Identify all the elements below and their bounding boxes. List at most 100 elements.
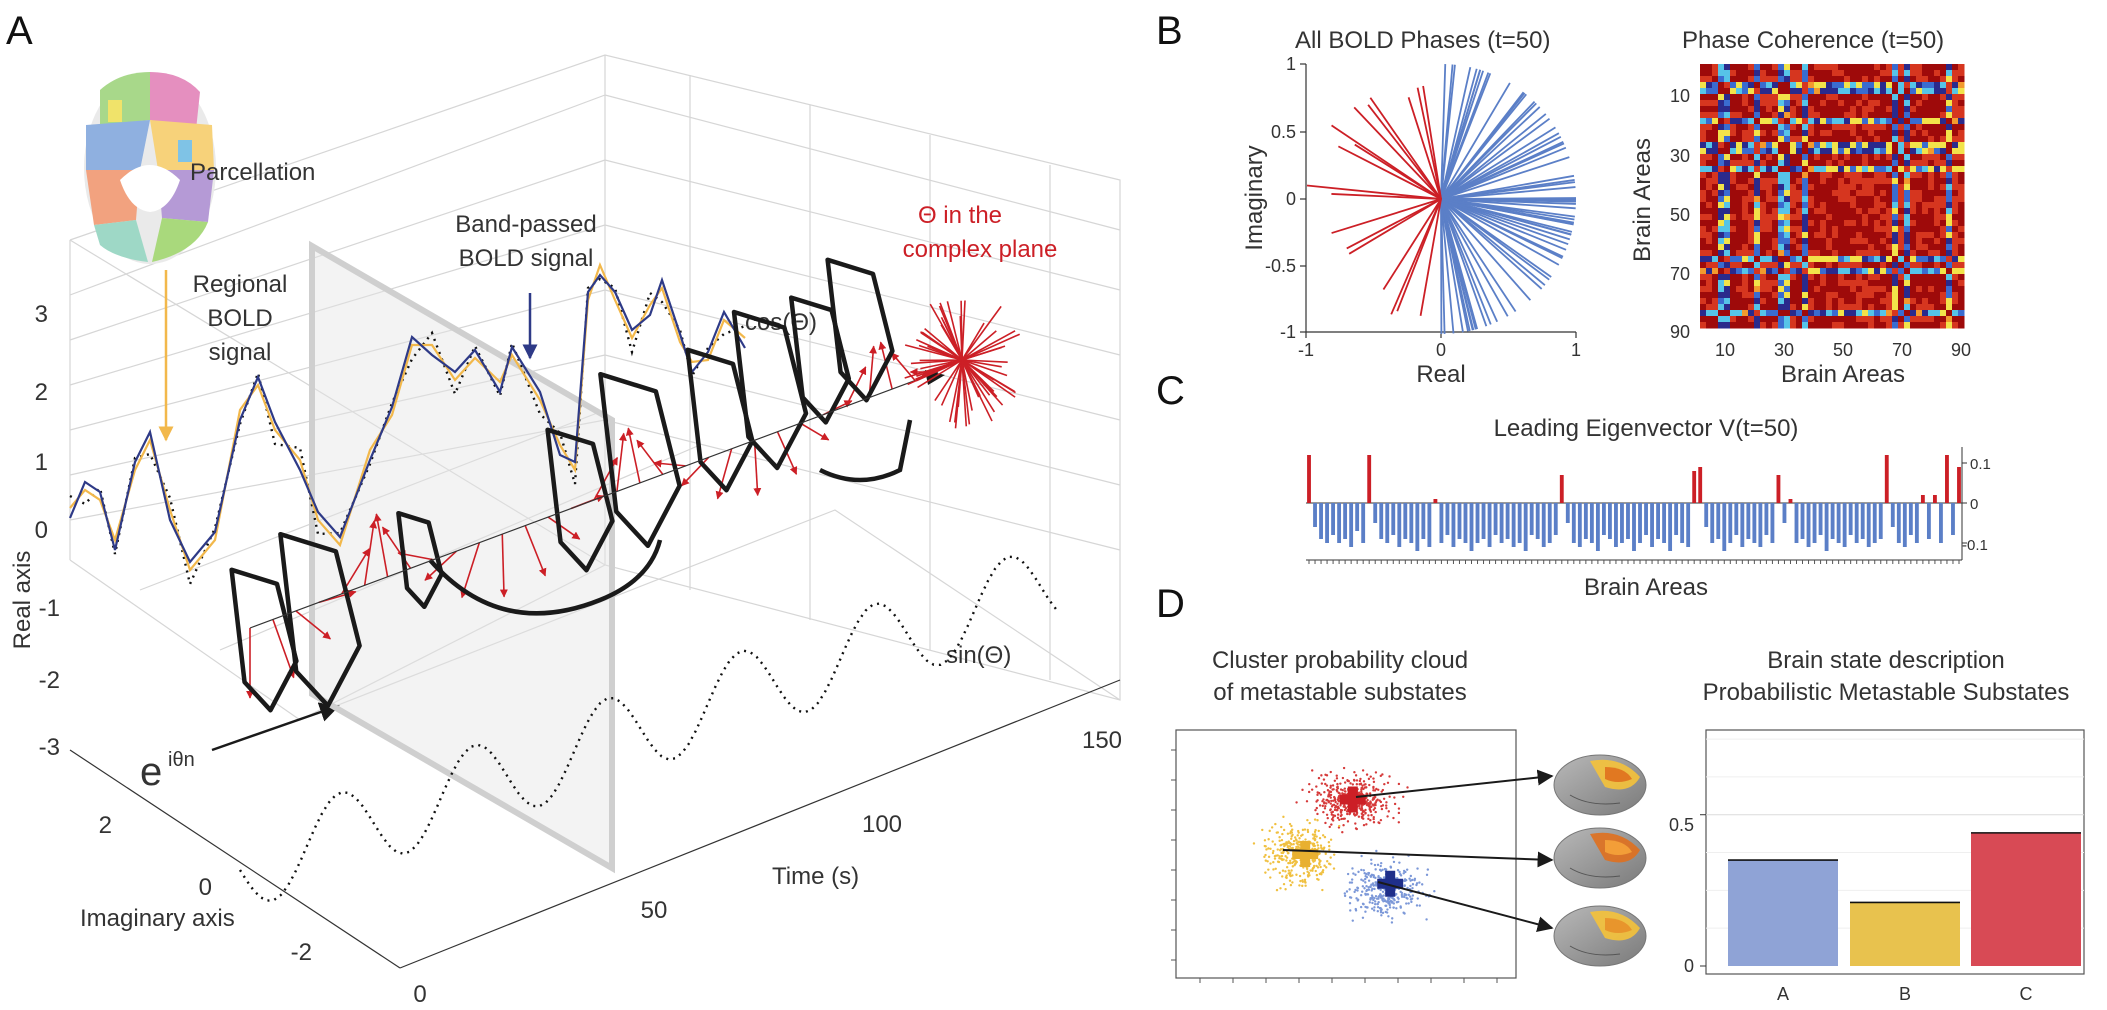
- heatmap-cell: [1826, 112, 1833, 119]
- heatmap-cell: [1730, 118, 1737, 125]
- heatmap-cell: [1766, 232, 1773, 239]
- heatmap-cell: [1928, 268, 1935, 275]
- heatmap-cell: [1916, 214, 1923, 221]
- heatmap-cell: [1892, 292, 1899, 299]
- heatmap-cell: [1898, 316, 1905, 323]
- heatmap-cell: [1808, 214, 1815, 221]
- heatmap-cell: [1730, 292, 1737, 299]
- heatmap-cell: [1934, 250, 1941, 257]
- heatmap-cell: [1712, 310, 1719, 317]
- heatmap-cell: [1730, 148, 1737, 155]
- cloud-point: [1329, 808, 1332, 812]
- heatmap-cell: [1838, 220, 1845, 227]
- heatmap-cell: [1886, 292, 1893, 299]
- heatmap-cell: [1850, 148, 1857, 155]
- eigenvector-bar: [1686, 503, 1691, 547]
- heatmap-cell: [1904, 208, 1911, 215]
- heatmap-cell: [1856, 82, 1863, 89]
- cloud-point: [1321, 888, 1324, 892]
- eigenvector-bar: [1848, 503, 1853, 535]
- heatmap-cell: [1832, 232, 1839, 239]
- starburst-ray: [961, 359, 996, 413]
- cloud-point: [1361, 885, 1365, 888]
- cloud-point: [1301, 833, 1304, 836]
- heatmap-cell: [1754, 226, 1761, 233]
- heatmap-cell: [1952, 70, 1959, 77]
- heatmap-cell: [1934, 124, 1941, 131]
- starburst-ray: [961, 345, 1006, 361]
- heatmap-cell: [1766, 124, 1773, 131]
- heatmap-cell: [1748, 136, 1755, 143]
- phase-vector: [653, 459, 686, 468]
- heatmap-cell: [1772, 208, 1779, 215]
- heatmap-cell: [1856, 226, 1863, 233]
- heatmap-cell: [1796, 262, 1803, 269]
- heatmap-cell: [1820, 256, 1827, 263]
- heatmap-cell: [1760, 268, 1767, 275]
- heatmap-cell: [1868, 316, 1875, 323]
- heatmap-cell: [1700, 274, 1707, 281]
- heatmap-cell: [1730, 274, 1737, 281]
- heatmap-cell: [1766, 208, 1773, 215]
- heatmap-cell: [1880, 292, 1887, 299]
- heatmap-cell: [1904, 190, 1911, 197]
- heatmap-cell: [1742, 232, 1749, 239]
- heatmap-cell: [1850, 160, 1857, 167]
- eigenvector-bar: [1499, 503, 1504, 543]
- heatmap-cell: [1856, 202, 1863, 209]
- heatmap-cell: [1706, 136, 1713, 143]
- heatmap-cell: [1940, 130, 1947, 137]
- heatmap-cell: [1766, 190, 1773, 197]
- heatmap-cell: [1826, 136, 1833, 143]
- heatmap-cell: [1916, 250, 1923, 257]
- heatmap-cell: [1826, 226, 1833, 233]
- helix-frame: [731, 309, 809, 471]
- heatmap-cell: [1778, 202, 1785, 209]
- cloud-point: [1279, 848, 1283, 851]
- heatmap-cell: [1718, 232, 1725, 239]
- cloud-point: [1381, 911, 1385, 915]
- heatmap-cell: [1712, 316, 1719, 323]
- cloud-point: [1290, 824, 1293, 828]
- heatmap-cell: [1826, 292, 1833, 299]
- heatmap-cell: [1814, 202, 1821, 209]
- phase-line-positive: [1440, 198, 1576, 210]
- heatmap-cell: [1844, 106, 1851, 113]
- cloud-point: [1397, 782, 1401, 786]
- heatmap-cell: [1898, 280, 1905, 287]
- heatmap-cell: [1928, 238, 1935, 245]
- heatmap-cell: [1802, 256, 1809, 263]
- heatmap-cell: [1934, 214, 1941, 221]
- heatmap-cell: [1916, 70, 1923, 77]
- heatmap-cell: [1826, 130, 1833, 137]
- heatmap-cell: [1718, 310, 1725, 317]
- heatmap-cell: [1778, 214, 1785, 221]
- heatmap-cell: [1874, 64, 1881, 71]
- heatmap-cell: [1802, 202, 1809, 209]
- heatmap-cell: [1814, 310, 1821, 317]
- substate-bar-label-C: C: [2020, 984, 2033, 1004]
- svg-text:0: 0: [1970, 496, 1978, 513]
- heatmap-cell: [1856, 166, 1863, 173]
- heatmap-cell: [1748, 268, 1755, 275]
- svg-text:Cluster probability cloud: Cluster probability cloud: [1212, 647, 1468, 674]
- euler-label-base: e: [140, 750, 162, 794]
- cloud-point: [1367, 886, 1370, 889]
- heatmap-cell: [1700, 214, 1707, 221]
- heatmap-cell: [1898, 142, 1905, 149]
- phase-vector: [524, 525, 547, 577]
- phase-line-positive: [1440, 174, 1575, 200]
- heatmap-cell: [1952, 292, 1959, 299]
- heatmap-cell: [1874, 262, 1881, 269]
- cloud-point: [1415, 904, 1419, 907]
- heatmap-cell: [1892, 280, 1899, 287]
- cloud-point: [1409, 884, 1412, 888]
- cloud-point: [1380, 861, 1383, 865]
- phase-line-negative: [1331, 193, 1442, 200]
- heatmap-cell: [1808, 280, 1815, 287]
- heatmap-cell: [1856, 184, 1863, 191]
- phase-line-negative: [1331, 198, 1442, 234]
- heatmap-cell: [1916, 304, 1923, 311]
- cloud-point: [1380, 914, 1383, 917]
- heatmap-cell: [1748, 316, 1755, 323]
